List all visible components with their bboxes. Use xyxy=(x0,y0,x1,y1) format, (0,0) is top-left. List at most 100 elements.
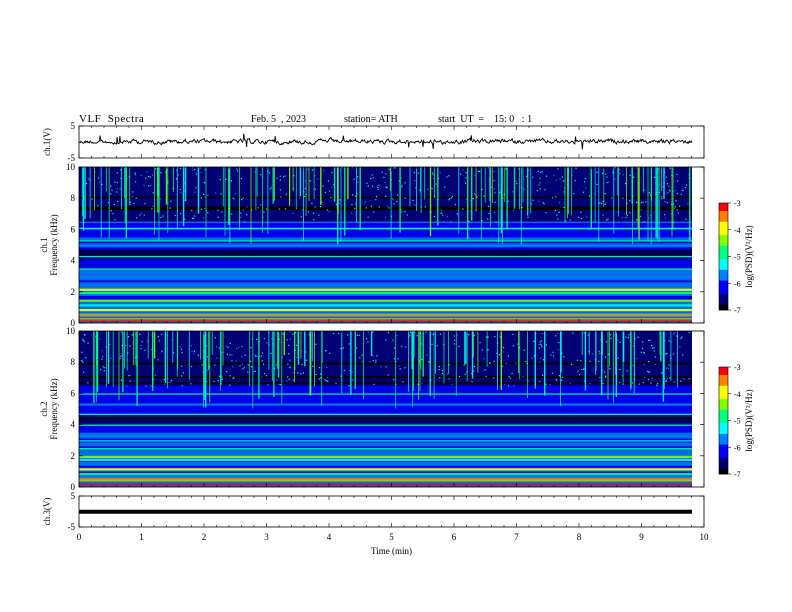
spectrogram-speckle xyxy=(544,189,546,191)
spectrogram-speckle xyxy=(253,371,255,373)
spectrogram-speckle xyxy=(279,384,281,386)
spectrogram-speckle xyxy=(439,333,442,335)
colorbar-cell xyxy=(719,457,728,461)
spectrogram-row xyxy=(79,196,692,199)
spectrogram-row xyxy=(79,223,692,226)
spectrogram-speckle xyxy=(438,366,441,368)
spectrogram-speckle xyxy=(626,203,628,205)
spectrogram-speckle xyxy=(367,185,369,187)
spectrogram-speckle xyxy=(126,385,128,387)
spectrogram-speckle xyxy=(602,172,604,175)
spectrogram-speckle xyxy=(218,347,220,349)
spectrogram-speckle xyxy=(636,201,638,204)
spectrogram-speckle xyxy=(339,199,341,201)
spectrogram-speckle xyxy=(481,188,483,191)
spectrogram-speckle xyxy=(487,218,489,220)
spectrogram-speckle xyxy=(315,343,317,345)
colorbar-cell xyxy=(719,253,728,257)
spectrogram-row xyxy=(79,383,692,386)
spectrogram-speckle xyxy=(625,183,627,185)
colorbar-tick-label: -4 xyxy=(734,226,741,235)
spectrogram-row xyxy=(79,168,692,172)
start-time-label: start UT = 15: 0 : 1 xyxy=(438,114,533,125)
spectrogram-speckle xyxy=(372,177,374,179)
spectrogram-speckle xyxy=(604,193,606,195)
spectrogram-speckle xyxy=(169,381,171,384)
spectrogram-speckle xyxy=(241,198,243,201)
spectrogram-speckle xyxy=(204,208,206,210)
colorbar-cell xyxy=(719,264,728,268)
spectrogram-row xyxy=(79,428,692,431)
spectrogram-row xyxy=(79,289,692,293)
spectrogram-speckle xyxy=(348,343,350,345)
spectrogram-speckle xyxy=(527,380,529,382)
spectrogram-speckle xyxy=(416,335,418,337)
spectrogram-speckle xyxy=(545,175,548,177)
spectrogram-row xyxy=(79,352,692,355)
colorbar-cell xyxy=(719,203,728,207)
spectrogram-speckle xyxy=(385,339,387,341)
spectrogram-speckle xyxy=(540,171,542,174)
spectrogram-speckle xyxy=(204,196,206,198)
spectrogram-speckle xyxy=(654,176,656,178)
spectrogram-speckle xyxy=(644,376,646,378)
colorbar-cell xyxy=(719,396,728,400)
spectrogram-speckle xyxy=(473,334,475,337)
spectrogram-speckle xyxy=(405,346,407,348)
ch3-ytick-label: 5 xyxy=(71,491,76,501)
spectrogram-speckle xyxy=(146,171,148,173)
spectrogram-speckle xyxy=(672,221,674,223)
spectrogram-speckle xyxy=(276,363,278,365)
spectrogram-speckle xyxy=(675,200,677,202)
spectrogram-speckle xyxy=(385,186,387,188)
spectrogram-speckle xyxy=(108,202,110,204)
spectrogram-speckle xyxy=(319,367,321,369)
spectrogram-speckle xyxy=(268,172,270,174)
spectrogram-speckle xyxy=(585,187,587,189)
spectrogram-speckle xyxy=(539,361,541,363)
colorbar-cell xyxy=(719,466,728,470)
spectrogram-speckle xyxy=(604,371,606,373)
spectrogram-speckle xyxy=(472,198,474,200)
colorbar-cell xyxy=(719,391,728,395)
colorbar-cell xyxy=(719,235,728,239)
spectrogram-row xyxy=(79,377,692,381)
ch1-spectrogram-ytick-label: 8 xyxy=(71,193,76,203)
spectrogram-speckle xyxy=(674,206,676,208)
spectrogram-speckle xyxy=(117,200,119,203)
spectrogram-row xyxy=(79,407,692,410)
spectrogram-speckle xyxy=(604,203,606,205)
spectrogram-speckle xyxy=(437,177,440,180)
spectrogram-speckle xyxy=(302,372,304,374)
spectrogram-speckle xyxy=(448,364,450,366)
spectrogram-speckle xyxy=(139,214,141,216)
spectrogram-speckle xyxy=(275,364,277,366)
spectrogram-speckle xyxy=(355,203,357,205)
spectrogram-row xyxy=(79,209,692,213)
spectrogram-speckle xyxy=(462,208,464,210)
spectrogram-speckle xyxy=(325,350,327,352)
spectrogram-speckle xyxy=(438,369,440,371)
spectrogram-speckle xyxy=(208,366,210,368)
spectrogram-speckle xyxy=(538,347,540,349)
spectrogram-speckle xyxy=(357,181,359,183)
spectrogram-speckle xyxy=(512,333,514,335)
colorbar-cell xyxy=(719,471,728,475)
spectrogram-speckle xyxy=(512,345,514,347)
spectrogram-speckle xyxy=(501,365,503,367)
spectrogram-speckle xyxy=(261,360,263,362)
spectrogram-speckle xyxy=(517,343,519,345)
spectrogram-speckle xyxy=(553,174,555,176)
spectrogram-band xyxy=(79,483,692,487)
spectrogram-speckle xyxy=(493,171,495,173)
spectrogram-speckle xyxy=(629,212,631,214)
spectrogram-speckle xyxy=(101,350,103,352)
spectrogram-speckle xyxy=(404,367,406,369)
spectrogram-row xyxy=(79,340,692,343)
x-tick-label: 5 xyxy=(389,532,394,542)
spectrogram-row xyxy=(79,362,692,365)
spectrogram-row xyxy=(79,457,692,460)
spectrogram-row xyxy=(79,260,692,263)
spectrogram-speckle xyxy=(124,345,126,347)
spectrogram-speckle xyxy=(632,382,634,384)
